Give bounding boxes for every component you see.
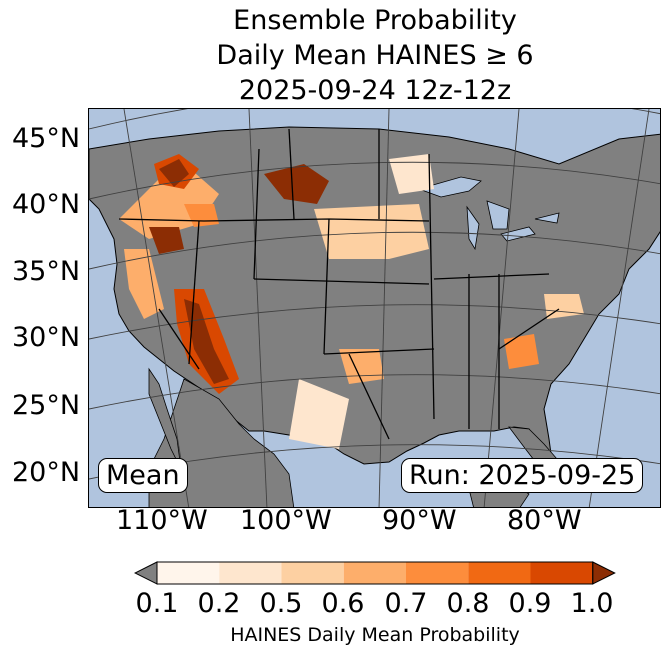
colorbar-tick-6: 0.9 <box>508 588 552 619</box>
colorbar-segment <box>219 562 282 584</box>
colorbar-under-arrow <box>134 561 158 585</box>
mean-label-box: Mean <box>98 458 188 493</box>
colorbar-tick-1: 0.2 <box>197 588 241 619</box>
colorbar-tick-2: 0.5 <box>259 588 303 619</box>
state-border <box>253 148 260 280</box>
patch-idaho-core <box>159 159 189 187</box>
state-border <box>158 308 200 370</box>
colorbar-tick-3: 0.6 <box>321 588 365 619</box>
patch-plains <box>314 204 429 259</box>
colorbar-tick-5: 0.8 <box>446 588 490 619</box>
state-border <box>323 218 330 355</box>
lat-label-25: 25°N <box>12 390 81 421</box>
colorbar-tick-7: 1.0 <box>570 588 614 619</box>
state-border <box>498 308 560 350</box>
graticule-line <box>248 109 268 507</box>
lat-label-30: 30°N <box>12 322 81 353</box>
graticule-line <box>378 109 390 507</box>
colorbar-label: HAINES Daily Mean Probability <box>230 624 520 646</box>
map-canvas <box>89 109 660 507</box>
run-date-box: Run: 2025-09-25 <box>401 458 644 493</box>
state-border <box>348 353 390 440</box>
state-border <box>188 220 200 365</box>
colorbar-segment <box>343 562 406 584</box>
graticule-line <box>89 161 660 200</box>
title-line-1: Ensemble Probability <box>233 5 517 36</box>
great-lakes <box>417 176 560 251</box>
state-border <box>288 128 295 220</box>
state-border <box>433 273 550 280</box>
graticule-line <box>89 109 660 130</box>
patch-georgia <box>504 334 539 369</box>
colorbar-over-arrow <box>592 561 616 585</box>
lon-label-80: 80°W <box>507 505 582 536</box>
lat-label-40: 40°N <box>12 189 81 220</box>
colorbar-segment <box>406 562 469 584</box>
patch-california-south <box>124 249 164 319</box>
graticule-line <box>483 109 520 507</box>
colorbar-outline <box>156 561 594 585</box>
title-line-3: 2025-09-24 12z-12z <box>238 75 512 106</box>
lat-label-20: 20°N <box>12 457 81 488</box>
state-border <box>253 278 430 285</box>
lon-label-100: 100°W <box>240 505 332 536</box>
colorbar <box>134 561 616 585</box>
lat-label-45: 45°N <box>12 123 81 154</box>
colorbar-segment <box>281 562 344 584</box>
patch-texas-south <box>289 379 349 449</box>
graticule-line <box>588 109 650 507</box>
state-border <box>428 153 435 420</box>
graticule-line <box>89 231 660 270</box>
state-border <box>323 348 435 355</box>
colorbar-tick-4: 0.7 <box>384 588 428 619</box>
map-panel <box>88 108 661 508</box>
colorbar-segment <box>157 562 220 584</box>
graticule-line <box>123 109 190 507</box>
graticule-line <box>89 374 660 410</box>
patch-california-north <box>149 227 184 254</box>
patch-montana <box>264 164 329 204</box>
graticule <box>89 109 660 507</box>
colorbar-segment <box>530 562 593 584</box>
state-border <box>118 218 430 222</box>
lon-label-110: 110°W <box>116 505 208 536</box>
title-line-2: Daily Mean HAINES ≥ 6 <box>216 40 534 71</box>
lon-label-90: 90°W <box>382 505 457 536</box>
patch-dakotas <box>389 154 434 194</box>
lat-label-35: 35°N <box>12 256 81 287</box>
colorbar-tick-0: 0.1 <box>135 588 179 619</box>
state-borders <box>118 128 560 440</box>
colorbar-segment <box>468 562 531 584</box>
